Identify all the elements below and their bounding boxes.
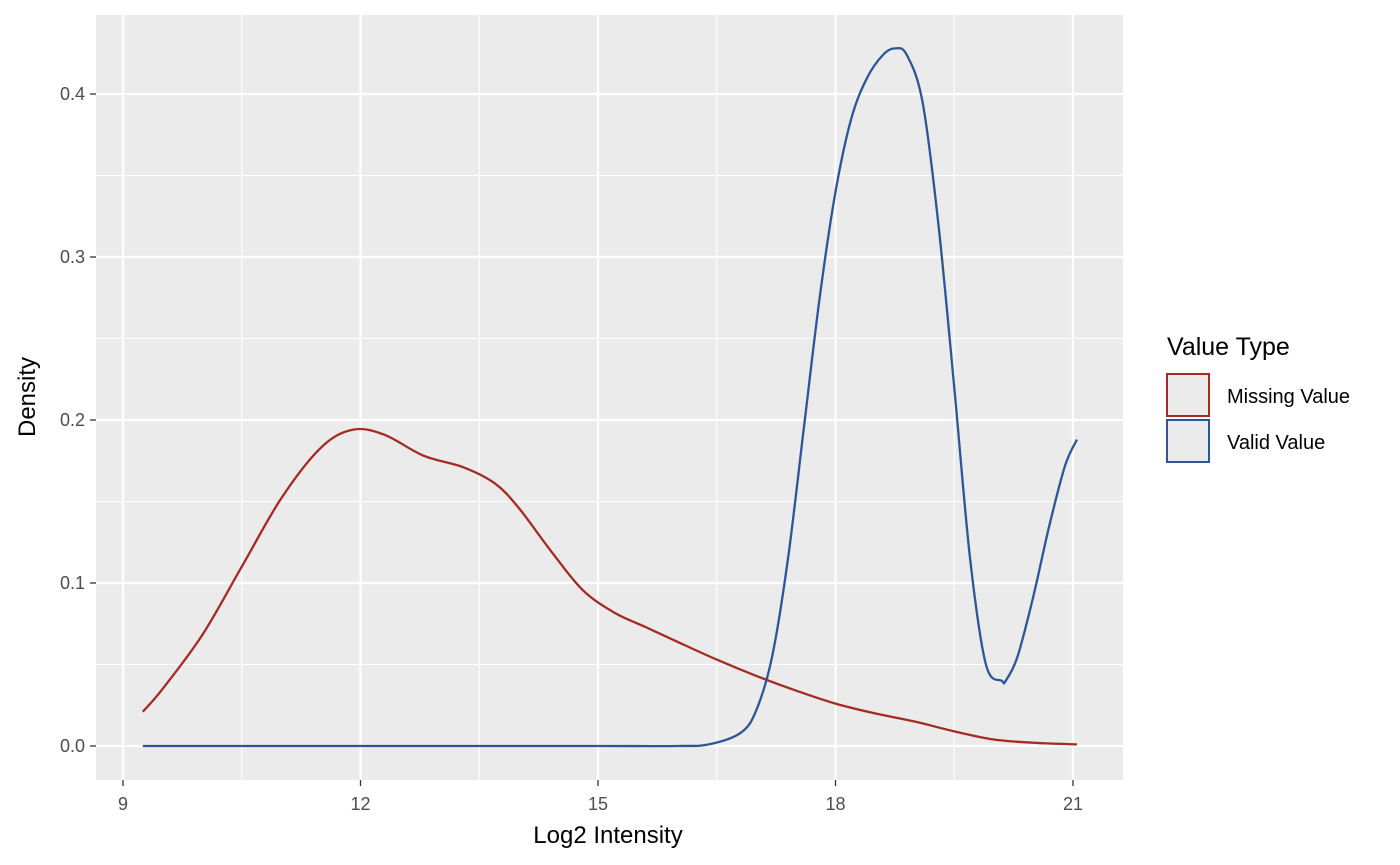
legend-item-missing-value: Missing Value [1166, 373, 1350, 417]
y-tick-label: 0.4 [60, 84, 85, 104]
density-line-valid-value [142, 46, 1079, 748]
x-tick-label: 12 [350, 794, 370, 814]
legend-key-valid-value [1166, 419, 1210, 463]
y-tick-label: 0.2 [60, 410, 85, 430]
legend-label-valid-value: Valid Value [1227, 432, 1325, 454]
legend-key-missing-value [1166, 373, 1210, 417]
x-axis-title: Log2 Intensity [533, 822, 682, 849]
plot-panel [96, 15, 1123, 780]
y-tick-label: 0.1 [60, 573, 85, 593]
density-line-missing-value [141, 427, 1078, 746]
x-tick-label: 15 [588, 794, 608, 814]
y-axis-title: Density [14, 357, 41, 437]
axes: 9 12 15 18 21 0.0 0.1 0.2 0.3 0.4 [60, 84, 1083, 814]
legend: Value Type Missing Value Valid Value [1166, 333, 1350, 463]
legend-item-valid-value: Valid Value [1166, 419, 1325, 463]
y-tick-label: 0.3 [60, 247, 85, 267]
legend-title: Value Type [1167, 333, 1290, 361]
density-curves [141, 46, 1079, 748]
x-tick-label: 9 [118, 794, 128, 814]
x-tick-label: 18 [825, 794, 845, 814]
x-tick-label: 21 [1063, 794, 1083, 814]
y-tick-label: 0.0 [60, 736, 85, 756]
legend-label-missing-value: Missing Value [1227, 386, 1350, 408]
